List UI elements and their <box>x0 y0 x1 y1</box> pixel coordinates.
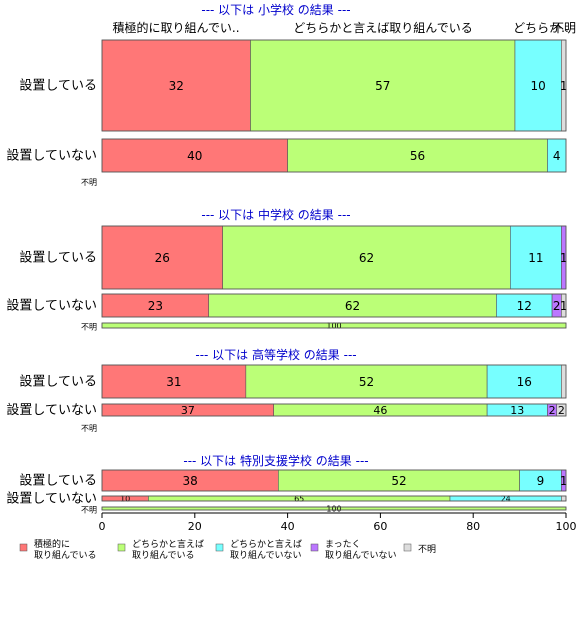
data-label: 2 <box>553 299 561 313</box>
header-label: どちらかと言えば取り組んでいる <box>293 21 472 35</box>
bar-segment <box>486 364 562 399</box>
legend-label: どちらかと言えば <box>132 538 204 550</box>
bar-segment <box>250 39 516 132</box>
data-label: 9 <box>537 474 545 488</box>
row-label: 不明 <box>81 323 97 332</box>
row-label: 設置している <box>19 250 97 266</box>
bar-segment <box>510 225 562 290</box>
legend-swatch <box>215 543 224 552</box>
data-label: 62 <box>345 299 360 313</box>
data-label: 57 <box>375 79 390 93</box>
bar-frame <box>101 322 567 329</box>
group-title: --- 以下は 高等学校 の結果 --- <box>195 347 356 362</box>
data-label: 13 <box>510 404 524 417</box>
header-label: 積極的に取り組んでい.. <box>112 20 239 35</box>
x-tick-label: 0 <box>99 520 106 533</box>
data-label: 24 <box>501 494 511 503</box>
bar-segment <box>245 364 488 399</box>
data-label: 100 <box>326 321 341 330</box>
data-label: 56 <box>410 149 425 163</box>
row-label: 不明 <box>81 506 97 515</box>
bar-frame <box>101 506 567 511</box>
data-label: 1 <box>560 299 568 313</box>
header-label: 不明 <box>552 21 576 35</box>
data-label: 1 <box>560 251 568 265</box>
bar-segment <box>101 225 223 290</box>
data-label: 10 <box>531 79 546 93</box>
x-tick-label: 40 <box>281 520 295 533</box>
header-label: どちらか.. <box>513 21 569 35</box>
legend-label: 不明 <box>418 544 436 555</box>
data-label: 38 <box>183 474 198 488</box>
bar-frame <box>101 225 567 290</box>
x-tick-label: 100 <box>556 520 577 533</box>
data-label: 4 <box>553 149 561 163</box>
bar-frame <box>101 469 567 492</box>
x-tick-label: 60 <box>373 520 387 533</box>
row-label: 設置していない <box>6 298 97 314</box>
bar-frame <box>101 364 567 399</box>
row-label: 設置している <box>19 374 97 390</box>
bar-frame <box>101 138 567 173</box>
row-label: 設置している <box>19 78 97 94</box>
bar-segment <box>561 495 567 502</box>
legend-label: 取り組んでいる <box>132 549 195 561</box>
x-tick-label: 20 <box>188 520 202 533</box>
data-label: 2 <box>549 404 556 417</box>
data-label: 31 <box>166 375 181 389</box>
legend-swatch <box>117 543 126 552</box>
data-label: 46 <box>373 404 387 417</box>
row-label: 不明 <box>81 178 97 187</box>
row-label: 設置していない <box>6 402 97 418</box>
group-title: --- 以下は 中学校 の結果 --- <box>201 207 350 222</box>
data-label: 11 <box>528 251 543 265</box>
row-label: 設置していない <box>6 491 97 507</box>
bar-frame <box>101 403 567 417</box>
data-label: 52 <box>391 474 406 488</box>
legend-label: 取り組んでいない <box>325 549 397 561</box>
data-label: 32 <box>169 79 184 93</box>
data-label: 100 <box>326 504 341 513</box>
legend-label: 取り組んでいない <box>230 549 302 561</box>
legend-swatch <box>403 543 412 552</box>
data-label: 2 <box>558 404 565 417</box>
data-label: 26 <box>155 251 170 265</box>
legend-label: 取り組んでいる <box>34 549 97 561</box>
x-tick-label: 80 <box>466 520 480 533</box>
group-title: --- 以下は 小学校 の結果 --- <box>201 2 350 17</box>
data-label: 12 <box>517 299 532 313</box>
legend-swatch <box>19 543 28 552</box>
row-label: 設置していない <box>6 148 97 164</box>
row-label: 不明 <box>81 424 97 433</box>
bar-frame <box>101 495 567 502</box>
data-label: 1 <box>560 474 568 488</box>
legend-label: 積極的に <box>34 538 70 550</box>
bar-segment <box>561 364 567 399</box>
data-label: 16 <box>517 375 532 389</box>
data-label: 10 <box>120 494 130 503</box>
bar-frame <box>101 39 567 132</box>
row-label: 設置している <box>19 473 97 489</box>
data-label: 65 <box>294 494 304 503</box>
data-label: 62 <box>359 251 374 265</box>
bar-frame <box>101 293 567 318</box>
legend-swatch <box>310 543 319 552</box>
legend-label: どちらかと言えば <box>230 538 302 550</box>
data-label: 40 <box>187 149 202 163</box>
data-label: 37 <box>181 404 195 417</box>
data-label: 52 <box>359 375 374 389</box>
data-label: 23 <box>148 299 163 313</box>
legend-label: まったく <box>325 539 361 550</box>
data-label: 1 <box>560 79 568 93</box>
group-title: --- 以下は 特別支援学校 の結果 --- <box>183 453 368 468</box>
